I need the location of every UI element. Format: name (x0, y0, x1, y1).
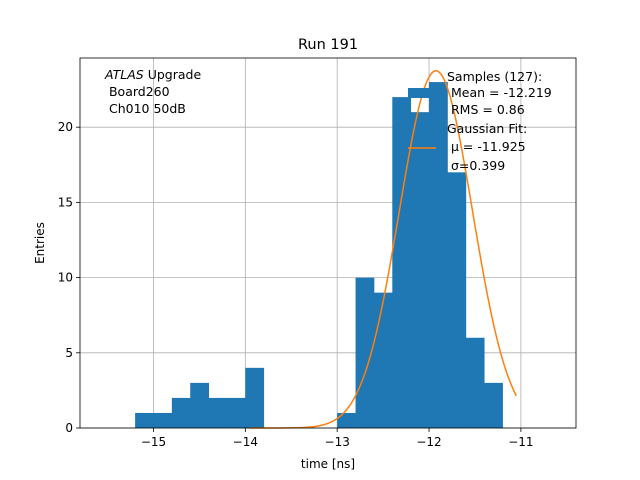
plot-area (80, 58, 576, 428)
legend-samples-mean: Mean = -12.219 (451, 85, 552, 100)
detector-annotation: ATLAS Upgrade Board260 Ch010 50dB (104, 67, 201, 116)
annotation-line-1: ATLAS Upgrade (104, 67, 201, 82)
histogram-bar (337, 412, 356, 428)
x-tick-label: −15 (141, 435, 166, 449)
x-axis-label: time [ns] (301, 457, 355, 471)
legend: Samples (127): Mean = -12.219 RMS = 0.86… (408, 69, 552, 173)
legend-fit-sigma: σ=0.399 (451, 158, 505, 173)
histogram-bar (355, 277, 375, 428)
annotation-line-3: Ch010 50dB (105, 101, 186, 116)
y-tick-label: 10 (58, 271, 73, 285)
x-axis-ticks: −15 −14 −13 −12 −11 (141, 428, 534, 449)
histogram-bar (153, 412, 173, 428)
legend-samples-rms: RMS = 0.86 (451, 102, 525, 117)
y-tick-label: 20 (58, 120, 73, 134)
histogram-bar (465, 337, 485, 428)
annotation-line-2: Board260 (105, 84, 170, 99)
legend-fit-mu: μ = -11.925 (451, 139, 526, 154)
histogram-bar (373, 292, 393, 428)
annotation-upgrade: Upgrade (144, 67, 202, 82)
y-axis-ticks: 0 5 10 15 20 (58, 120, 80, 435)
histogram-bar (410, 112, 430, 429)
x-tick-label: −14 (233, 435, 258, 449)
histogram-bar (135, 412, 154, 428)
histogram-bar (484, 382, 503, 428)
histogram-bar (226, 397, 246, 428)
y-tick-label: 15 (58, 195, 73, 209)
histogram-bar (392, 97, 412, 429)
legend-samples-swatch (408, 88, 436, 98)
histogram-bar (171, 397, 191, 428)
histogram-bar (429, 82, 448, 429)
x-tick-label: −13 (325, 435, 350, 449)
y-tick-label: 0 (65, 421, 73, 435)
histogram-bar (190, 382, 209, 428)
x-tick-label: −12 (416, 435, 441, 449)
legend-fit-header: Gaussian Fit: (447, 121, 527, 136)
chart-title: Run 191 (298, 37, 358, 53)
annotation-atlas: ATLAS (104, 67, 144, 82)
histogram-bar (208, 397, 228, 428)
histogram-bars (135, 82, 503, 429)
x-tick-label: −11 (508, 435, 533, 449)
y-tick-label: 5 (65, 346, 73, 360)
histogram-bar (245, 367, 265, 428)
y-axis-label: Entries (33, 222, 47, 264)
plot-frame (79, 57, 577, 429)
histogram-bar (447, 172, 467, 428)
legend-samples-header: Samples (127): (447, 69, 542, 84)
